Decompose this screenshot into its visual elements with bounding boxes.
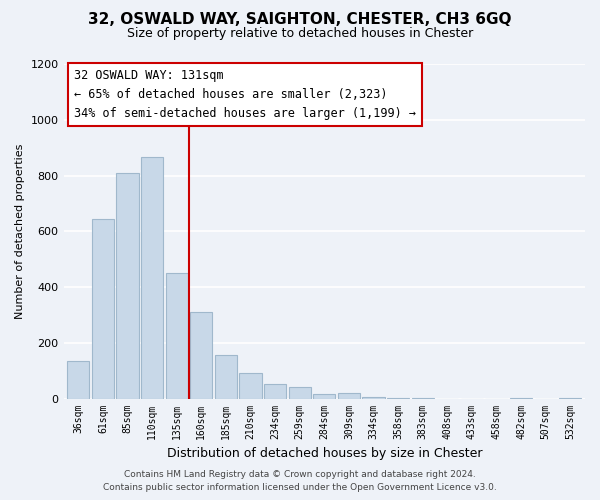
Text: Contains HM Land Registry data © Crown copyright and database right 2024.
Contai: Contains HM Land Registry data © Crown c…	[103, 470, 497, 492]
Bar	[264, 384, 286, 398]
Bar	[190, 312, 212, 398]
Text: 32, OSWALD WAY, SAIGHTON, CHESTER, CH3 6GQ: 32, OSWALD WAY, SAIGHTON, CHESTER, CH3 6…	[88, 12, 512, 28]
Y-axis label: Number of detached properties: Number of detached properties	[15, 144, 25, 319]
X-axis label: Distribution of detached houses by size in Chester: Distribution of detached houses by size …	[167, 447, 482, 460]
Bar	[313, 394, 335, 398]
Bar	[239, 374, 262, 398]
Bar	[67, 361, 89, 399]
Bar	[92, 218, 114, 398]
Bar	[289, 387, 311, 398]
Bar	[166, 273, 188, 398]
Bar	[116, 172, 139, 398]
Bar	[141, 158, 163, 398]
Text: 32 OSWALD WAY: 131sqm
← 65% of detached houses are smaller (2,323)
34% of semi-d: 32 OSWALD WAY: 131sqm ← 65% of detached …	[74, 69, 416, 120]
Bar	[215, 354, 237, 399]
Text: Size of property relative to detached houses in Chester: Size of property relative to detached ho…	[127, 28, 473, 40]
Bar	[338, 393, 360, 398]
Bar	[362, 397, 385, 398]
